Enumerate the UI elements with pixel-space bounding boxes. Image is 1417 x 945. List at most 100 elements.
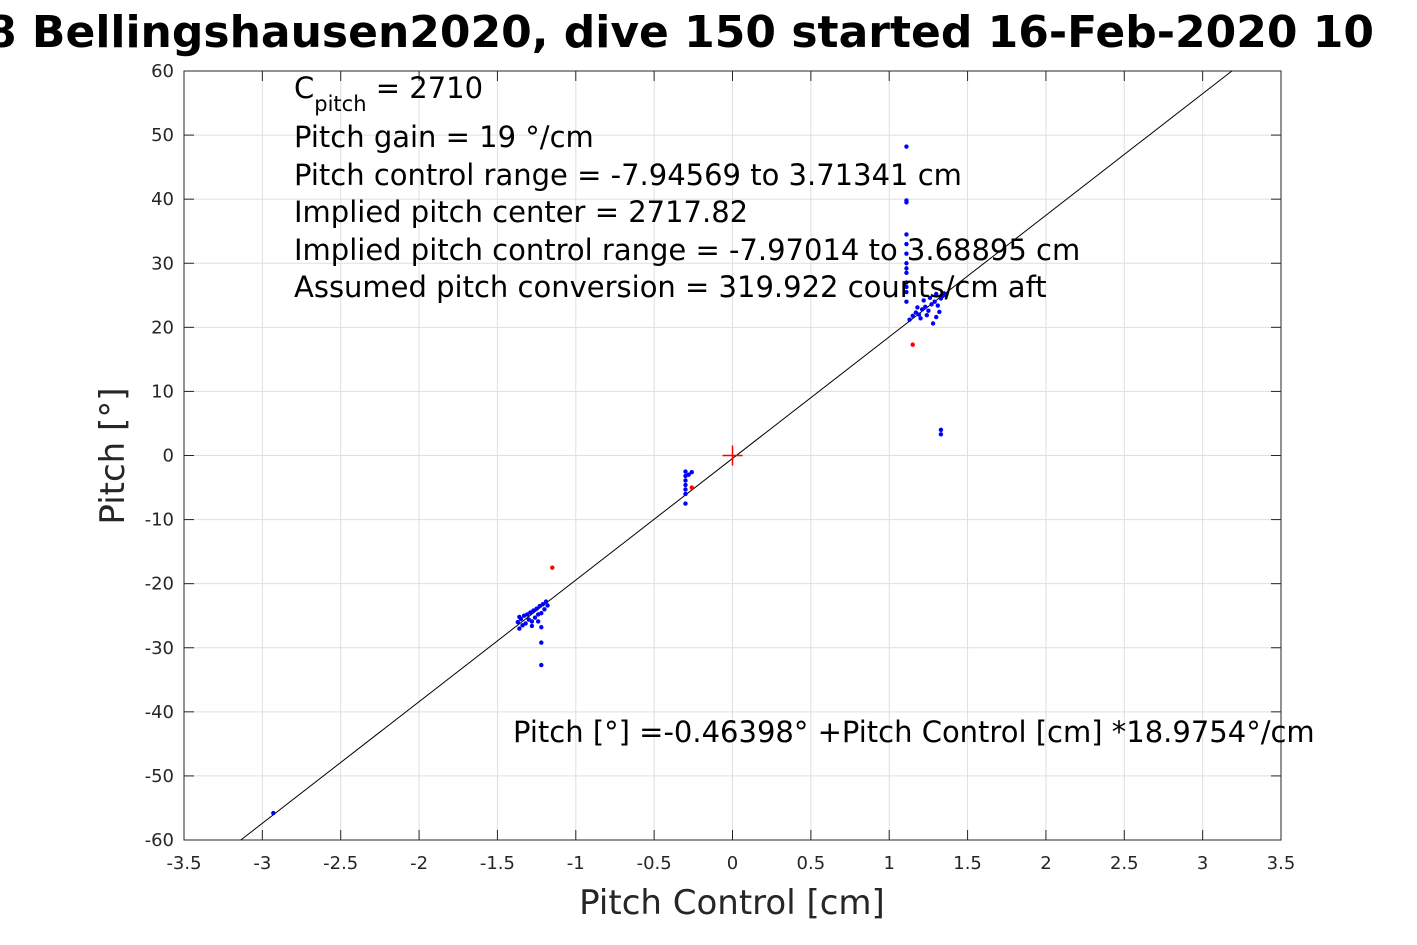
x-tick-label: -1 — [567, 853, 585, 874]
data-point — [689, 469, 694, 475]
data-point — [540, 601, 546, 607]
y-tick-label: -10 — [145, 510, 174, 531]
y-tick-label: 10 — [151, 381, 174, 402]
data-point — [930, 321, 936, 326]
data-point — [910, 313, 915, 318]
data-point — [904, 251, 909, 256]
x-tick-label: 3.5 — [1267, 853, 1296, 874]
data-point — [910, 342, 915, 347]
pitch-conversion-annotation: Assumed pitch conversion = 319.922 count… — [294, 270, 1047, 304]
c-pitch-subscript: pitch — [314, 92, 366, 116]
y-tick-label: -40 — [145, 702, 174, 723]
info-annotations: Cpitch = 2710 Pitch gain = 19 °/cm Pitch… — [294, 71, 1315, 749]
data-point — [923, 304, 928, 310]
data-point — [515, 619, 521, 625]
data-point — [545, 603, 550, 608]
x-tick-label: -3.5 — [166, 853, 201, 874]
data-point — [904, 198, 909, 203]
data-point — [683, 501, 688, 506]
data-point — [542, 607, 547, 612]
y-tick-label: 40 — [151, 189, 174, 210]
data-point — [915, 305, 920, 310]
y-tick-label: 50 — [151, 125, 174, 146]
implied-control-range-annotation: Implied pitch control range = -7.97014 t… — [294, 233, 1080, 267]
data-point — [689, 485, 694, 490]
data-point — [683, 469, 688, 474]
data-point — [919, 307, 925, 312]
data-point — [529, 619, 535, 624]
data-point — [517, 626, 522, 631]
data-point — [904, 232, 909, 237]
fit-equation-annotation: Pitch [°] =-0.46398° +Pitch Control [cm]… — [513, 715, 1315, 749]
grid — [183, 70, 1282, 841]
pitch-control-range-annotation: Pitch control range = -7.94569 to 3.7134… — [294, 158, 962, 192]
data-point — [683, 478, 688, 483]
data-point — [683, 487, 688, 492]
data-point — [539, 610, 544, 616]
data-point — [539, 640, 544, 645]
data-point — [535, 619, 541, 624]
data-point — [904, 289, 909, 295]
x-axis-label: Pitch Control [cm] — [579, 883, 885, 923]
data-point — [924, 312, 930, 318]
chart-title: 8 Bellingshausen2020, dive 150 started 1… — [0, 7, 1374, 58]
c-pitch-base: C — [294, 71, 314, 105]
x-tick-label: -3 — [253, 853, 271, 874]
data-point — [907, 317, 912, 322]
x-tick-label: 2.5 — [1110, 853, 1139, 874]
data-point — [904, 266, 909, 271]
data-point — [934, 314, 939, 320]
y-tick-label: -20 — [145, 574, 174, 595]
y-tick-label: -50 — [145, 766, 174, 787]
data-point — [935, 303, 940, 308]
data-point — [916, 312, 922, 317]
data-point — [529, 623, 535, 629]
data-point — [929, 302, 934, 307]
data-point — [550, 565, 555, 570]
c-pitch-value: = 2710 — [367, 71, 484, 105]
y-tick-label: -60 — [145, 830, 174, 851]
data-point — [932, 299, 937, 304]
c-pitch-annotation: Cpitch = 2710 — [294, 71, 483, 116]
x-tick-label: 0.5 — [797, 853, 826, 874]
data-point — [904, 241, 909, 247]
x-tick-label: -0.5 — [637, 853, 672, 874]
data-layer — [240, 70, 1233, 841]
data-point — [543, 599, 549, 604]
data-point — [517, 614, 522, 620]
y-tick-label: -30 — [145, 638, 174, 659]
data-point — [686, 472, 691, 477]
y-tick-label: 20 — [151, 317, 174, 338]
data-point — [934, 291, 939, 297]
x-tick-label: 1.5 — [953, 853, 982, 874]
data-point — [534, 606, 539, 611]
data-point — [904, 284, 909, 290]
data-point — [921, 298, 926, 303]
y-tick-label: 60 — [151, 61, 174, 82]
pitch-gain-annotation: Pitch gain = 19 °/cm — [294, 120, 594, 154]
data-point — [532, 615, 538, 620]
x-tick-label: 0 — [727, 853, 738, 874]
data-point — [904, 144, 909, 149]
data-point — [904, 299, 909, 304]
data-point — [683, 482, 688, 488]
x-tick-label: 3 — [1197, 853, 1208, 874]
data-point — [937, 309, 942, 315]
implied-pitch-center-annotation: Implied pitch center = 2717.82 — [294, 195, 748, 229]
y-tick-label: 0 — [163, 446, 174, 467]
data-point — [523, 621, 528, 626]
data-point — [938, 427, 944, 433]
x-tick-label: -2.5 — [323, 853, 358, 874]
data-point — [927, 295, 933, 301]
data-point — [926, 308, 931, 313]
data-point — [918, 316, 923, 321]
data-point — [539, 625, 544, 630]
data-point — [683, 491, 688, 497]
data-point — [943, 293, 948, 298]
ticks: -3.5 -3 -2.5 -2 -1.5 -1 -0.5 0 0.5 1 1.5 2 2.5 3 3.5 -6… — [145, 61, 1296, 874]
x-tick-label: 2 — [1040, 853, 1051, 874]
x-tick-label: 1 — [883, 853, 894, 874]
data-point — [271, 810, 276, 816]
data-point — [904, 270, 909, 276]
